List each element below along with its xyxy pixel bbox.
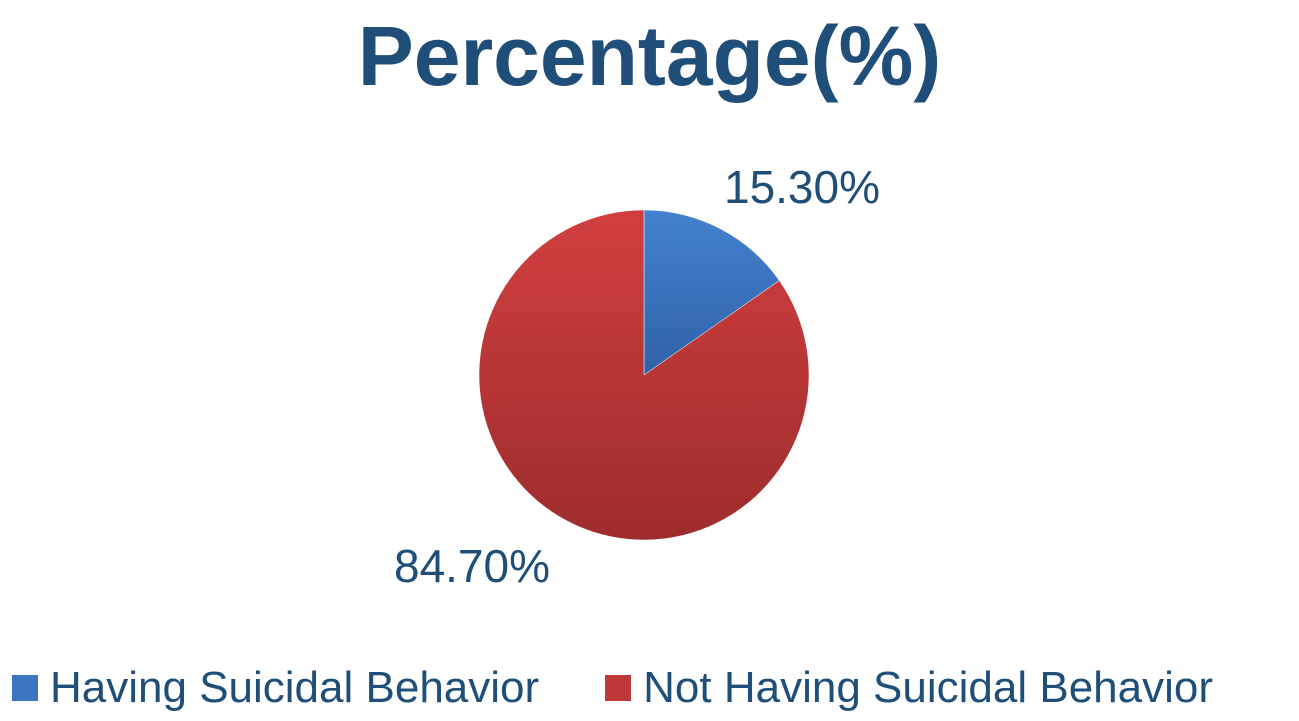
pie-slice-not-having-suicidal-behavior [478,209,810,541]
pie-slice-having-suicidal-behavior [643,209,780,376]
chart-title: Percentage(%) [357,9,942,103]
pie-data-labels: 15.30% 84.70% [394,161,880,592]
legend: Having Suicidal Behavior Not Having Suic… [0,660,1299,716]
data-label-not-having-suicidal-behavior: 84.70% [394,540,550,592]
legend-item-having-suicidal-behavior: Having Suicidal Behavior [12,663,539,713]
pie-slices [478,209,810,541]
legend-label-having-suicidal-behavior: Having Suicidal Behavior [50,663,540,712]
legend-label-not-having-suicidal-behavior: Not Having Suicidal Behavior [643,663,1214,712]
legend-item-not-having-suicidal-behavior: Not Having Suicidal Behavior [605,663,1213,713]
legend-swatch-having-suicidal-behavior [12,675,38,701]
legend-swatch-not-having-suicidal-behavior [605,675,632,701]
data-label-having-suicidal-behavior: 15.30% [724,161,880,213]
